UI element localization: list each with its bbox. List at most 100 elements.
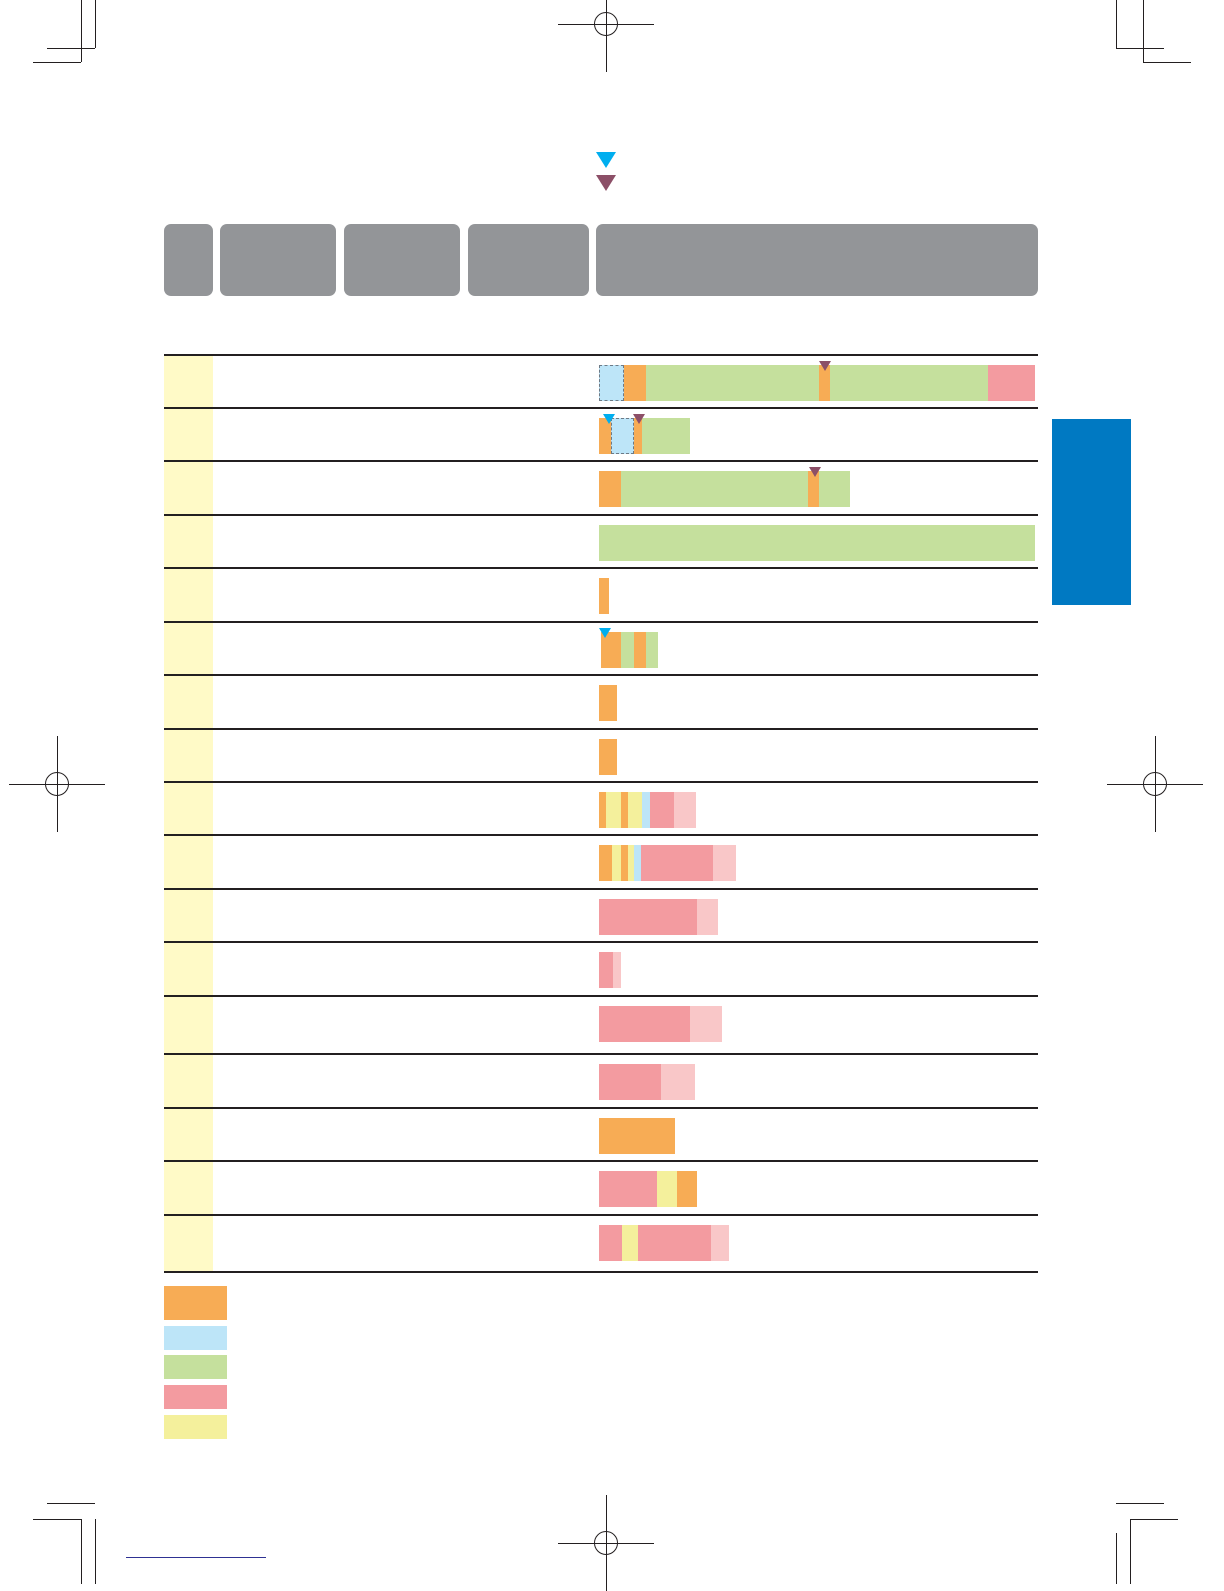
crop-mark-line — [47, 1503, 95, 1504]
crop-mark-line — [1143, 62, 1191, 63]
timeline-segment-light-blue — [634, 845, 641, 881]
timeline-segment-yellow — [606, 792, 621, 828]
row-divider — [164, 1053, 1038, 1055]
timeline-segment-orange — [599, 418, 611, 454]
crop-mark-line — [33, 62, 81, 63]
crop-mark-line — [1116, 0, 1117, 48]
timeline-segment-yellow — [622, 1225, 638, 1261]
timeline-segment-orange — [599, 578, 609, 614]
registration-mark-icon — [45, 772, 69, 796]
crop-mark-line — [1130, 1519, 1178, 1520]
header-cell-3 — [344, 224, 460, 296]
header-cell-4 — [468, 224, 589, 296]
timeline-segment-orange — [601, 632, 621, 668]
timeline-segment-yellow — [628, 845, 634, 881]
crop-mark-line — [1116, 1533, 1117, 1584]
row-divider — [164, 1214, 1038, 1216]
row-divider — [164, 1107, 1038, 1109]
timeline-segment-orange — [621, 792, 628, 828]
purple-marker-icon — [819, 361, 831, 371]
header-cell-2 — [220, 224, 336, 296]
crop-mark-line — [1143, 0, 1144, 62]
legend-swatch-pink — [164, 1385, 227, 1409]
timeline-segment-orange — [599, 739, 617, 775]
timeline-segment-green — [599, 525, 1035, 561]
row-divider — [164, 728, 1038, 730]
timeline-segment-yellow — [628, 792, 642, 828]
row-divider — [164, 407, 1038, 409]
crop-mark-line — [33, 1519, 81, 1520]
timeline-segment-light-pink — [674, 792, 696, 828]
timeline-segment-pink — [599, 1006, 690, 1042]
timeline-segment-light-blue — [611, 418, 634, 454]
timeline-segment-pink — [599, 1171, 657, 1207]
timeline-segment-light-blue — [599, 365, 624, 401]
timeline-segment-pink — [638, 1225, 711, 1261]
crop-mark-line — [1116, 48, 1164, 49]
timeline-segment-pink — [599, 1225, 622, 1261]
timeline-segment-orange — [599, 792, 606, 828]
timeline-segment-light-pink — [690, 1006, 722, 1042]
row-divider — [164, 567, 1038, 569]
crop-mark-line — [47, 48, 95, 49]
timeline-segment-light-pink — [661, 1064, 695, 1100]
timeline-segment-orange — [599, 471, 621, 507]
timeline-segment-orange — [621, 845, 628, 881]
row-divider — [164, 1160, 1038, 1162]
timeline-segment-pink — [988, 365, 1035, 401]
timeline-segment-yellow — [657, 1171, 677, 1207]
registration-mark-icon — [594, 12, 618, 36]
timeline-segment-orange — [634, 632, 646, 668]
legend-swatch-green — [164, 1355, 227, 1379]
timeline-segment-green — [646, 365, 819, 401]
first-column-highlight — [164, 355, 213, 1271]
timeline-segment-green — [621, 632, 634, 668]
timeline-segment-orange — [677, 1171, 697, 1207]
timeline-segment-orange — [819, 365, 830, 401]
header-cell-timeline — [596, 224, 1038, 296]
cyan-marker-icon — [599, 628, 611, 638]
row-divider — [164, 621, 1038, 623]
timeline-segment-green — [646, 632, 658, 668]
row-divider — [164, 674, 1038, 676]
timeline-segment-green — [642, 418, 690, 454]
timeline-segment-orange — [599, 1118, 675, 1154]
timeline-segment-orange — [599, 845, 612, 881]
crop-mark-line — [606, 0, 607, 72]
row-divider — [164, 460, 1038, 462]
legend-swatch-light-blue — [164, 1326, 227, 1350]
timeline-segment-light-pink — [697, 899, 718, 935]
crop-mark-line — [95, 1519, 96, 1584]
row-divider — [164, 941, 1038, 943]
crop-mark-line — [1116, 1503, 1164, 1504]
timeline-segment-pink — [599, 899, 697, 935]
row-divider — [164, 781, 1038, 783]
row-divider — [164, 834, 1038, 836]
crop-mark-line — [95, 0, 96, 48]
timeline-segment-green — [830, 365, 988, 401]
timeline-segment-orange — [808, 471, 819, 507]
timeline-segment-pink — [650, 792, 674, 828]
row-divider — [164, 1271, 1038, 1273]
side-tab[interactable] — [1052, 419, 1131, 605]
footer-link-underline — [126, 1557, 266, 1558]
timeline-segment-pink — [641, 845, 713, 881]
timeline-segment-pink — [599, 952, 613, 988]
purple-marker-icon — [809, 467, 821, 477]
row-divider — [164, 354, 1038, 356]
legend-swatch-yellow — [164, 1415, 227, 1439]
registration-mark-icon — [1143, 772, 1167, 796]
timeline-segment-green — [621, 471, 808, 507]
cyan-marker-key-icon — [596, 152, 616, 168]
timeline-segment-pink — [599, 1064, 661, 1100]
row-divider — [164, 995, 1038, 997]
cyan-marker-icon — [603, 414, 615, 424]
purple-marker-icon — [633, 414, 645, 424]
timeline-segment-orange — [599, 685, 617, 721]
row-divider — [164, 888, 1038, 890]
timeline-segment-light-pink — [713, 845, 736, 881]
timeline-segment-light-pink — [613, 952, 621, 988]
timeline-segment-orange — [624, 365, 646, 401]
header-cell-1 — [164, 224, 213, 296]
row-divider — [164, 514, 1038, 516]
